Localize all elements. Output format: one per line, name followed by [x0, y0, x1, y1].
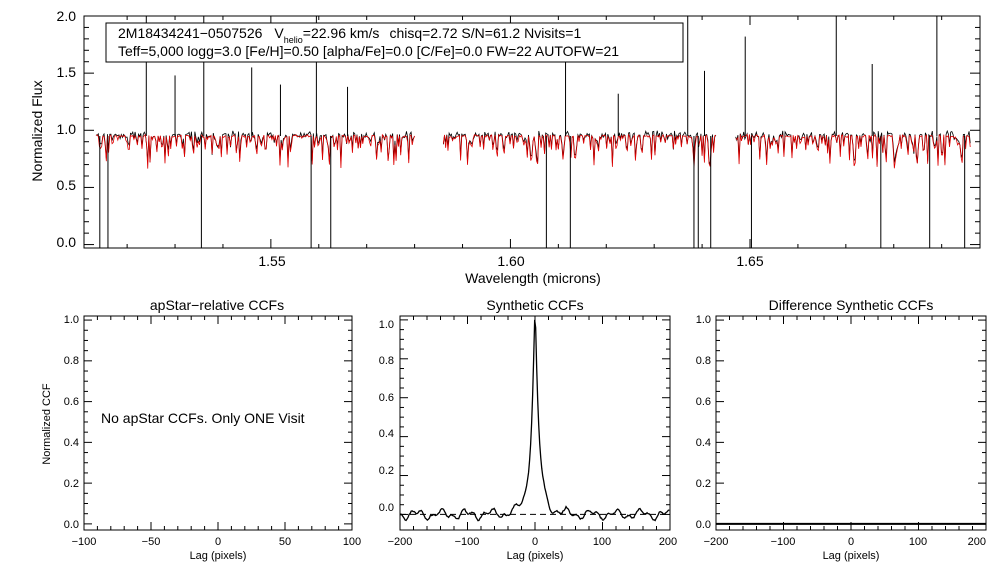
difference-y-tick-label: 1.0	[696, 314, 711, 326]
info-line-2: Teff=5,000 logg=3.0 [Fe/H]=0.50 [alpha/F…	[118, 43, 619, 59]
synthetic-x-tick-label: −100	[455, 536, 480, 548]
synthetic-x-axis-label: Lag (pixels)	[507, 550, 564, 562]
difference-y-tick-label: 0.4	[696, 437, 711, 449]
synthetic-x-tick-label: 100	[593, 536, 611, 548]
apstar-x-tick-label: −100	[72, 536, 97, 548]
v-subscript: helio	[284, 35, 303, 45]
spectrum-y-tick-label: 2.0	[57, 8, 77, 24]
spectrum-lines	[95, 16, 971, 248]
apstar-y-tick-label: 0.6	[64, 396, 79, 408]
apstar-y-tick-label: 0.0	[64, 519, 79, 531]
synthetic-y-tick-label: 0.6	[379, 392, 394, 404]
synthetic-x-tick-label: 0	[532, 536, 538, 548]
difference-x-tick-label: −200	[704, 536, 729, 548]
no-ccf-message: No apStar CCFs. Only ONE Visit	[101, 410, 305, 426]
spectrum-ticks	[84, 15, 980, 248]
difference-x-tick-label: −100	[771, 536, 796, 548]
synthetic-y-tick-label: 0.8	[379, 355, 394, 367]
info-box-frame	[105, 22, 684, 63]
synthetic-y-tick-label: 0.0	[379, 502, 394, 514]
spectrum-y-tick-label: 1.0	[57, 121, 77, 137]
v-symbol: V	[274, 25, 284, 41]
model-spectrum-line	[735, 133, 971, 169]
apstar-x-tick-label: −50	[142, 536, 161, 548]
difference-y-tick-label: 0.0	[696, 519, 711, 531]
fit-stats: chisq=2.72 S/N=61.2 Nvisits=1	[389, 25, 581, 41]
apstar-ccf-title: apStar−relative CCFs	[150, 297, 284, 313]
spectrum-frame	[83, 15, 981, 249]
synthetic-ccf-panel: Synthetic CCFs −200 −100 0 100 200 0.0 0…	[379, 297, 677, 562]
ccf-y-axis-label: Normalized CCF	[41, 383, 53, 465]
difference-x-tick-label: 100	[909, 536, 927, 548]
model-spectrum-line	[95, 133, 415, 169]
spectrum-x-tick-label: 1.65	[736, 253, 763, 269]
difference-x-axis-label: Lag (pixels)	[823, 550, 880, 562]
apstar-ccf-panel: apStar−relative CCFs −100 −50 0 50 100 0…	[41, 297, 361, 562]
info-box: 2M18434241−0507526 Vhelio=22.96 km/s chisq…	[105, 22, 684, 63]
synthetic-ccf-title: Synthetic CCFs	[486, 297, 583, 313]
synthetic-x-tick-label: −200	[388, 536, 413, 548]
spectrum-panel: 1.55 1.60 1.65 0.0 0.5 1.0 1.5 2.0 Wavel…	[29, 8, 981, 286]
synthetic-y-tick-label: 1.0	[379, 319, 394, 331]
apstar-y-tick-label: 1.0	[64, 314, 79, 326]
synthetic-x-tick-label: 200	[659, 536, 677, 548]
synthetic-y-tick-label: 0.2	[379, 465, 394, 477]
apstar-x-tick-label: 0	[215, 536, 221, 548]
spectrum-x-tick-label: 1.60	[497, 253, 524, 269]
difference-y-tick-label: 0.2	[696, 478, 711, 490]
apstar-x-tick-label: 100	[343, 536, 361, 548]
apstar-x-tick-label: 50	[279, 536, 291, 548]
v-value: =22.96 km/s	[303, 25, 380, 41]
spectrum-y-axis-label: Normalized Flux	[29, 80, 45, 181]
apstar-ccf-ticks	[83, 316, 353, 530]
difference-y-tick-label: 0.8	[696, 355, 711, 367]
spectrum-y-tick-label: 1.5	[57, 64, 77, 80]
synthetic-ccf-ticks	[399, 316, 671, 530]
spectrum-x-axis-label: Wavelength (microns)	[465, 270, 601, 286]
apstar-y-tick-label: 0.8	[64, 355, 79, 367]
difference-x-tick-label: 0	[848, 536, 854, 548]
apstar-y-tick-label: 0.4	[64, 437, 79, 449]
spectrum-y-tick-label: 0.0	[57, 234, 77, 250]
info-line-1: 2M18434241−0507526 Vhelio=22.96 km/s chisq…	[118, 25, 581, 45]
difference-ccf-ticks	[715, 316, 987, 530]
spectrum-y-tick-label: 0.5	[57, 177, 77, 193]
difference-y-tick-label: 0.6	[696, 396, 711, 408]
difference-ccf-panel: Difference Synthetic CCFs −200 −100 0 10…	[696, 297, 987, 562]
difference-x-tick-label: 200	[968, 536, 986, 548]
model-spectrum-line	[442, 133, 717, 168]
object-id: 2M18434241−0507526	[118, 25, 263, 41]
apstar-y-tick-label: 0.2	[64, 478, 79, 490]
synthetic-y-tick-label: 0.4	[379, 428, 394, 440]
spectrum-plot-area	[95, 16, 971, 248]
difference-ccf-title: Difference Synthetic CCFs	[769, 297, 934, 313]
apstar-x-axis-label: Lag (pixels)	[190, 550, 247, 562]
spectrum-x-tick-label: 1.55	[258, 253, 285, 269]
